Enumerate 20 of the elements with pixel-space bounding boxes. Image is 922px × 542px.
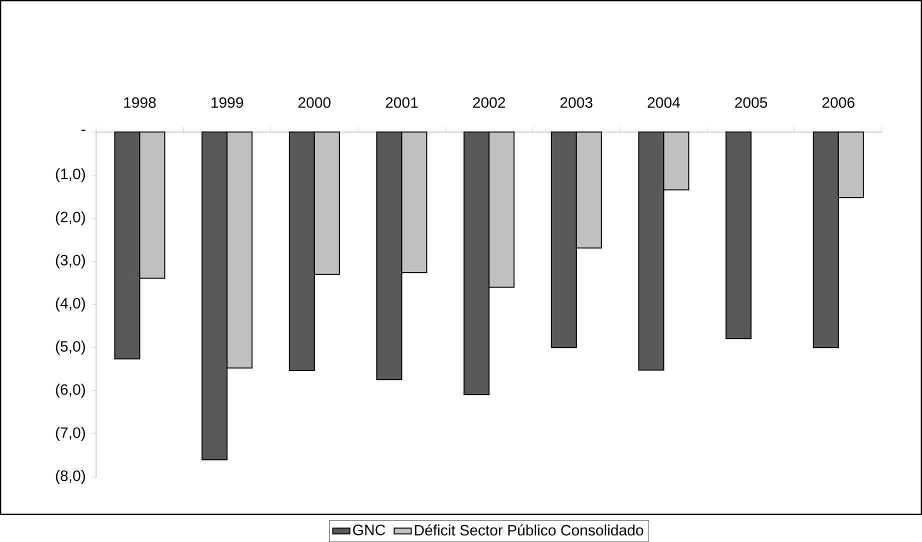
y-tick-label: (1,0) xyxy=(56,168,85,182)
x-tick-label: 2000 xyxy=(298,97,330,108)
y-tick-label: (3,0) xyxy=(56,254,85,268)
x-tick-label: 1999 xyxy=(212,97,244,108)
x-tick-label: 1998 xyxy=(124,97,156,108)
legend-label: GNC xyxy=(353,524,386,536)
x-tick-label: 2004 xyxy=(648,97,680,108)
legend-label: Déficit Sector Público Consolidado xyxy=(414,524,644,536)
y-tick-label: - xyxy=(82,130,86,131)
x-tick-label: 2003 xyxy=(560,97,592,108)
x-tick-label: 2006 xyxy=(822,97,854,108)
y-tick-label: (7,0) xyxy=(56,426,85,441)
y-tick-label: (5,0) xyxy=(56,340,85,355)
x-tick-label: 2002 xyxy=(473,97,505,108)
x-tick-label: 2005 xyxy=(735,97,768,108)
y-tick-label: (2,0) xyxy=(56,211,85,226)
x-tick-label: 2001 xyxy=(386,97,418,108)
y-tick-label: (8,0) xyxy=(56,470,85,484)
y-tick-label: (6,0) xyxy=(56,384,85,398)
y-tick-label: (4,0) xyxy=(56,298,85,312)
